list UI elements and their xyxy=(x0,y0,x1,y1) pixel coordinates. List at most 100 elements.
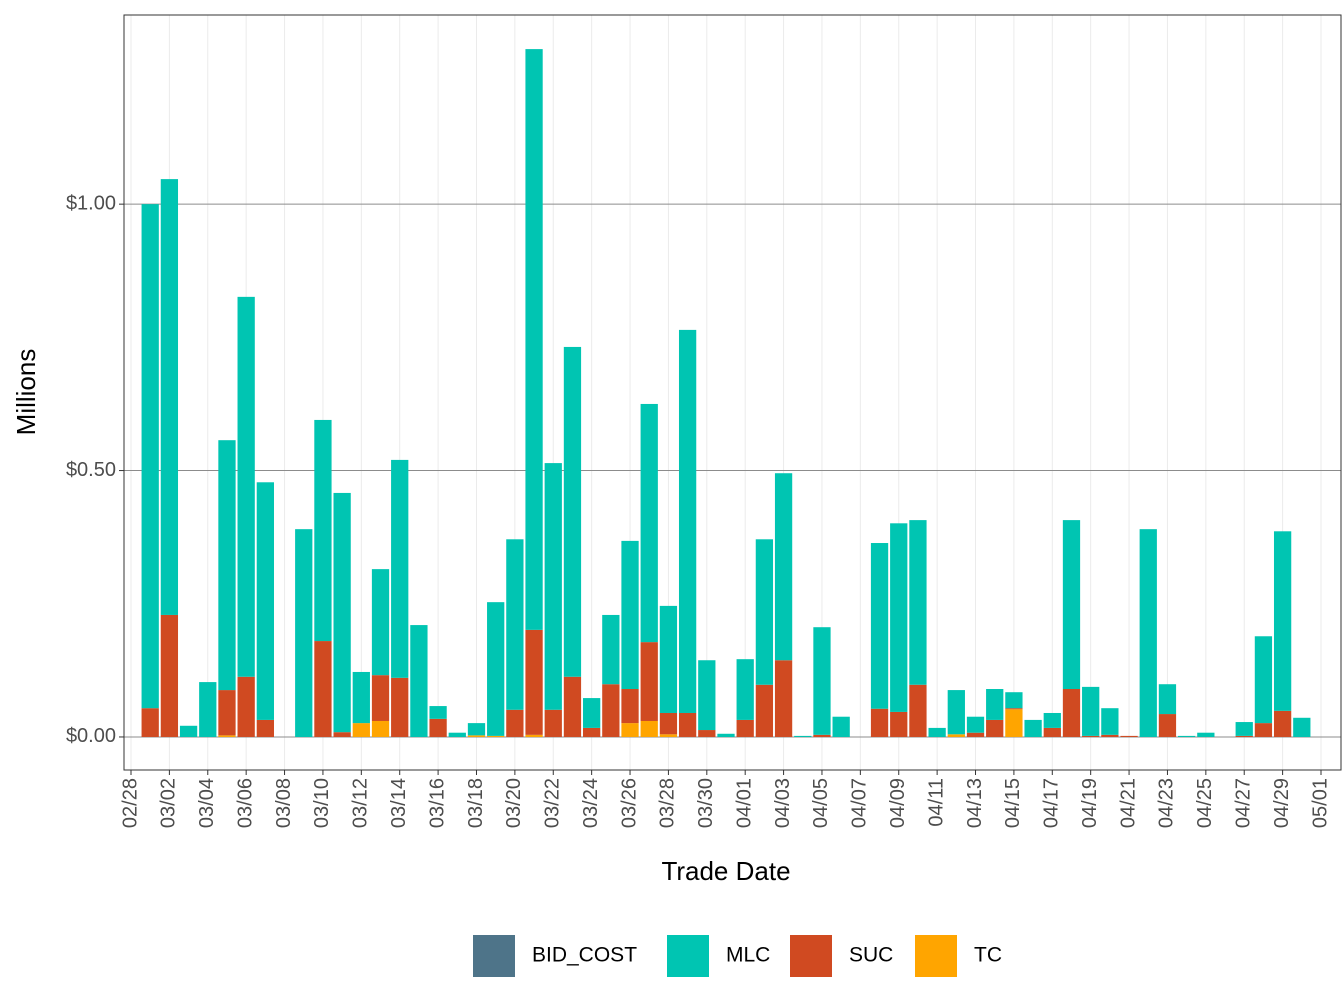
x-tick-label: 03/06 xyxy=(234,778,256,828)
legend-key xyxy=(667,935,709,977)
x-tick-label: 03/04 xyxy=(196,778,218,828)
bar-segment xyxy=(986,719,1004,737)
bar-segment xyxy=(1101,708,1119,735)
x-tick-label: 04/27 xyxy=(1233,778,1255,828)
bar-segment xyxy=(736,659,754,720)
bar-segment xyxy=(563,346,582,677)
bar-segment xyxy=(391,677,409,737)
bar-segment xyxy=(525,629,543,735)
bar-segment xyxy=(525,49,543,630)
bar-segment xyxy=(1293,717,1311,737)
bar-segment xyxy=(1005,708,1023,710)
bar-segment xyxy=(179,725,198,737)
x-tick-label: 04/29 xyxy=(1271,778,1293,828)
bar-segment xyxy=(218,690,236,736)
bar-segment xyxy=(640,403,658,643)
x-tick-label: 04/07 xyxy=(849,778,871,828)
bar-segment xyxy=(947,734,965,737)
bar-segment xyxy=(755,684,774,737)
bar-segment xyxy=(1062,520,1081,690)
bar-segment xyxy=(813,627,831,735)
bar-segment xyxy=(832,716,850,737)
bar-segment xyxy=(659,605,678,713)
x-tick-label: 03/02 xyxy=(158,778,180,828)
bar-segment xyxy=(583,698,601,728)
bar-segment xyxy=(640,720,658,737)
x-tick-label: 04/09 xyxy=(887,778,909,828)
bar-segment xyxy=(237,296,255,677)
bar-segment xyxy=(333,732,351,737)
bar-segment xyxy=(1024,719,1042,737)
bar-segment xyxy=(1082,686,1100,736)
bar-segment xyxy=(160,179,179,615)
bar-segment xyxy=(467,723,486,736)
bar-segment xyxy=(1062,689,1081,737)
bar-segment xyxy=(966,716,985,733)
legend-label: BID_COST xyxy=(532,944,637,967)
bar-segment xyxy=(1082,735,1100,737)
bar-segment xyxy=(371,569,390,676)
bar-segment xyxy=(1254,636,1273,724)
x-tick-label: 04/15 xyxy=(1002,778,1024,828)
x-tick-label: 04/25 xyxy=(1194,778,1216,828)
bar-segment xyxy=(947,690,965,735)
bar-segment xyxy=(678,712,697,737)
x-tick-label: 03/24 xyxy=(580,778,602,828)
x-axis-title: Trade Date xyxy=(661,856,790,886)
bar-segment xyxy=(870,708,889,737)
bar-segment xyxy=(909,684,927,737)
bar-segment xyxy=(621,723,639,737)
x-tick-label: 04/05 xyxy=(810,778,832,828)
legend-label: SUC xyxy=(849,944,893,967)
bar-segment xyxy=(1178,735,1196,737)
bar-segment xyxy=(794,735,812,737)
bar-segment xyxy=(487,602,505,736)
bar-segment xyxy=(1120,735,1138,737)
legend-label: TC xyxy=(974,944,1002,967)
bar-segment xyxy=(717,733,735,737)
bar-segment xyxy=(659,734,678,737)
bar-segment xyxy=(583,727,601,737)
bar-segment xyxy=(602,684,620,737)
bar-segment xyxy=(1005,709,1023,737)
x-tick-label: 04/11 xyxy=(925,778,947,827)
bar-segment xyxy=(506,709,524,737)
bar-segment xyxy=(1043,712,1061,728)
bar-segment xyxy=(966,732,985,737)
bar-segment xyxy=(755,539,774,685)
bar-segment xyxy=(1273,710,1292,737)
legend-key xyxy=(790,935,832,977)
x-tick-label: 03/14 xyxy=(388,778,410,828)
x-tick-label: 04/17 xyxy=(1041,778,1063,828)
y-tick-label: $1.00 xyxy=(66,192,116,214)
bar-segment xyxy=(928,727,946,737)
bar-segment xyxy=(1005,692,1023,709)
bar-segment xyxy=(371,720,390,737)
x-tick-label: 03/18 xyxy=(465,778,487,828)
bar-segment xyxy=(237,676,255,737)
bar-segment xyxy=(199,682,217,737)
x-tick-label: 04/03 xyxy=(772,778,794,828)
x-tick-label: 03/16 xyxy=(426,778,448,828)
legend-label: MLC xyxy=(726,944,770,967)
bar-segment xyxy=(467,735,486,737)
legend-key xyxy=(473,935,515,977)
bar-segment xyxy=(659,712,678,735)
bar-segment xyxy=(736,719,754,737)
bar-segment xyxy=(295,529,313,737)
bar-segment xyxy=(487,735,505,737)
bar-segment xyxy=(774,473,793,661)
y-axis-title: Millions xyxy=(11,349,41,436)
bar-segment xyxy=(160,614,179,737)
bar-segment xyxy=(256,482,274,720)
bar-segment xyxy=(218,440,236,691)
bar-segment xyxy=(1254,723,1273,737)
bar-segment xyxy=(678,329,697,713)
bar-segment xyxy=(525,734,543,737)
bar-segment xyxy=(1139,529,1157,737)
x-tick-label: 03/08 xyxy=(273,778,295,828)
bar-segment xyxy=(890,711,908,737)
bar-segment xyxy=(1158,684,1177,715)
